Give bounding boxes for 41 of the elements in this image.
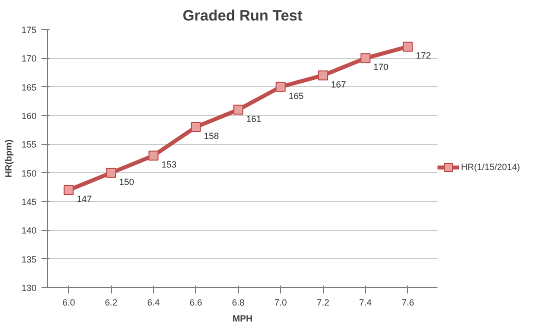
x-axis-title: MPH (232, 314, 252, 323)
point (64, 185, 74, 196)
y-tick-label: 165 (21, 82, 37, 92)
data-label: 147 (76, 194, 92, 204)
data-label: 165 (288, 90, 304, 101)
y-tick-label: 170 (21, 54, 37, 64)
point (148, 150, 158, 161)
y-tick-label: 150 (21, 168, 37, 178)
y-tick-label: 140 (21, 226, 37, 236)
y-tick-label: 135 (21, 254, 37, 264)
point (402, 42, 413, 52)
point (276, 82, 286, 92)
data-label: 161 (246, 114, 262, 124)
x-tick-label: 7.6 (402, 298, 414, 308)
chart-title: Graded Run Test (182, 8, 302, 24)
x-tick-label: 6.2 (104, 298, 118, 308)
point (318, 70, 328, 80)
data-label: 158 (204, 130, 219, 141)
y-tick-label: 175 (21, 25, 37, 35)
x-tick-label: 7.4 (359, 298, 372, 308)
y-tick-label: 160 (21, 111, 37, 121)
y-tick-label: 155 (21, 140, 37, 150)
point (190, 122, 201, 132)
point (233, 104, 244, 115)
x-tick-label: 6.0 (62, 298, 75, 308)
data-label: 172 (416, 50, 431, 61)
x-tick-label: 6.8 (232, 298, 245, 308)
x-tick-label: 7.2 (316, 298, 330, 308)
x-tick-label: 7.0 (274, 298, 287, 308)
legend-label: HR(1/15/2014) (461, 162, 520, 172)
point (360, 53, 370, 64)
data-label: 150 (119, 176, 134, 187)
data-label: 167 (331, 79, 346, 90)
y-axis-title: HR(bpm) (3, 139, 14, 178)
y-tick-label: 145 (21, 197, 37, 207)
data-label: 153 (161, 160, 177, 170)
x-tick-label: 6.4 (147, 298, 160, 308)
data-label: 170 (373, 62, 388, 72)
y-tick-label: 130 (21, 283, 37, 293)
point (106, 168, 116, 178)
x-tick-label: 6.6 (190, 298, 202, 308)
